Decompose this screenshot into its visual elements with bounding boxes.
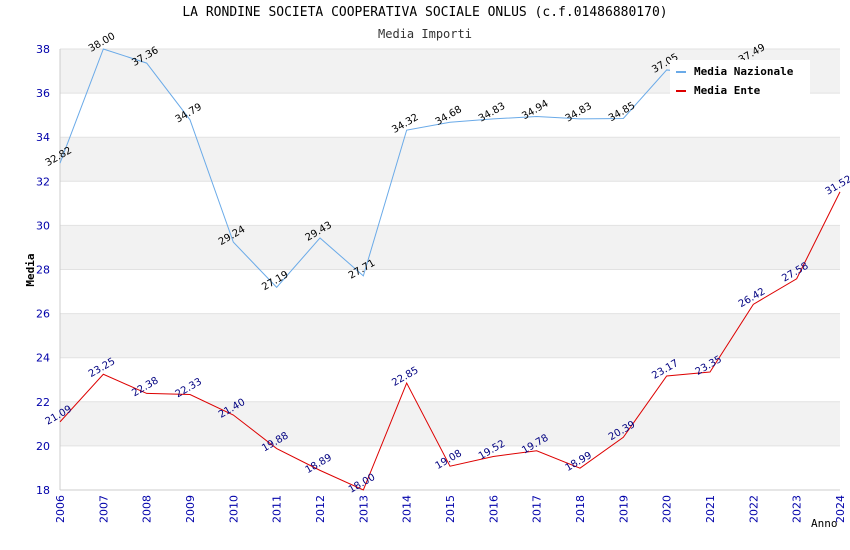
grid-band [60,137,840,182]
grid-band [60,313,840,358]
x-tick-label: 2007 [97,495,110,523]
grid-band [60,401,840,446]
y-tick-label: 22 [36,396,50,409]
series-lines [59,48,841,491]
y-tick-label: 30 [36,219,50,232]
y-axis-ticks: 18 20 22 24 26 28 30 32 34 36 38 [36,43,50,497]
x-axis-ticks: 2006 2007 2008 2009 2010 2011 2012 2013 2014 2015… [54,495,847,523]
x-tick-label: 2008 [141,495,154,523]
grid-band [60,93,840,138]
x-axis-label: Anno [811,517,838,530]
x-tick-label: 2009 [184,495,197,523]
grid-band [60,445,840,490]
grid-band [60,269,840,314]
series-line-nazionale [59,48,754,289]
x-tick-label: 2013 [357,495,370,523]
y-tick-label: 20 [36,440,50,453]
y-tick-label: 24 [36,352,50,365]
chart-title: LA RONDINE SOCIETA COOPERATIVA SOCIALE O… [182,5,668,20]
x-tick-label: 2014 [401,495,414,523]
x-tick-label: 2011 [271,495,284,523]
x-tick-label: 2020 [661,495,674,523]
chart-subtitle: Media Importi [378,27,472,41]
legend-box [670,60,810,96]
legend-label-ente: Media Ente [694,84,761,97]
x-tick-label: 2006 [54,495,67,523]
y-tick-label: 28 [36,264,50,277]
x-tick-label: 2022 [747,495,760,523]
grid-band [60,181,840,226]
x-tick-label: 2024 [834,495,847,523]
y-tick-label: 32 [36,175,50,188]
y-tick-label: 34 [36,131,50,144]
x-tick-label: 2010 [227,495,240,523]
grid-band [60,225,840,270]
x-tick-label: 2017 [531,495,544,523]
series-line-ente [59,191,841,491]
y-tick-label: 26 [36,308,50,321]
legend: Media Nazionale Media Ente [670,60,810,97]
x-tick-label: 2012 [314,495,327,523]
x-tick-label: 2021 [704,495,717,523]
legend-label-nazionale: Media Nazionale [694,65,794,78]
y-tick-label: 38 [36,43,50,56]
y-tick-label: 18 [36,484,50,497]
y-tick-label: 36 [36,87,50,100]
x-tick-label: 2019 [617,495,630,523]
x-tick-label: 2018 [574,495,587,523]
x-tick-label: 2016 [487,495,500,523]
grid-bands [59,48,840,491]
x-tick-label: 2023 [791,495,804,523]
y-axis-label: Media [24,253,37,286]
x-tick-label: 2015 [444,495,457,523]
